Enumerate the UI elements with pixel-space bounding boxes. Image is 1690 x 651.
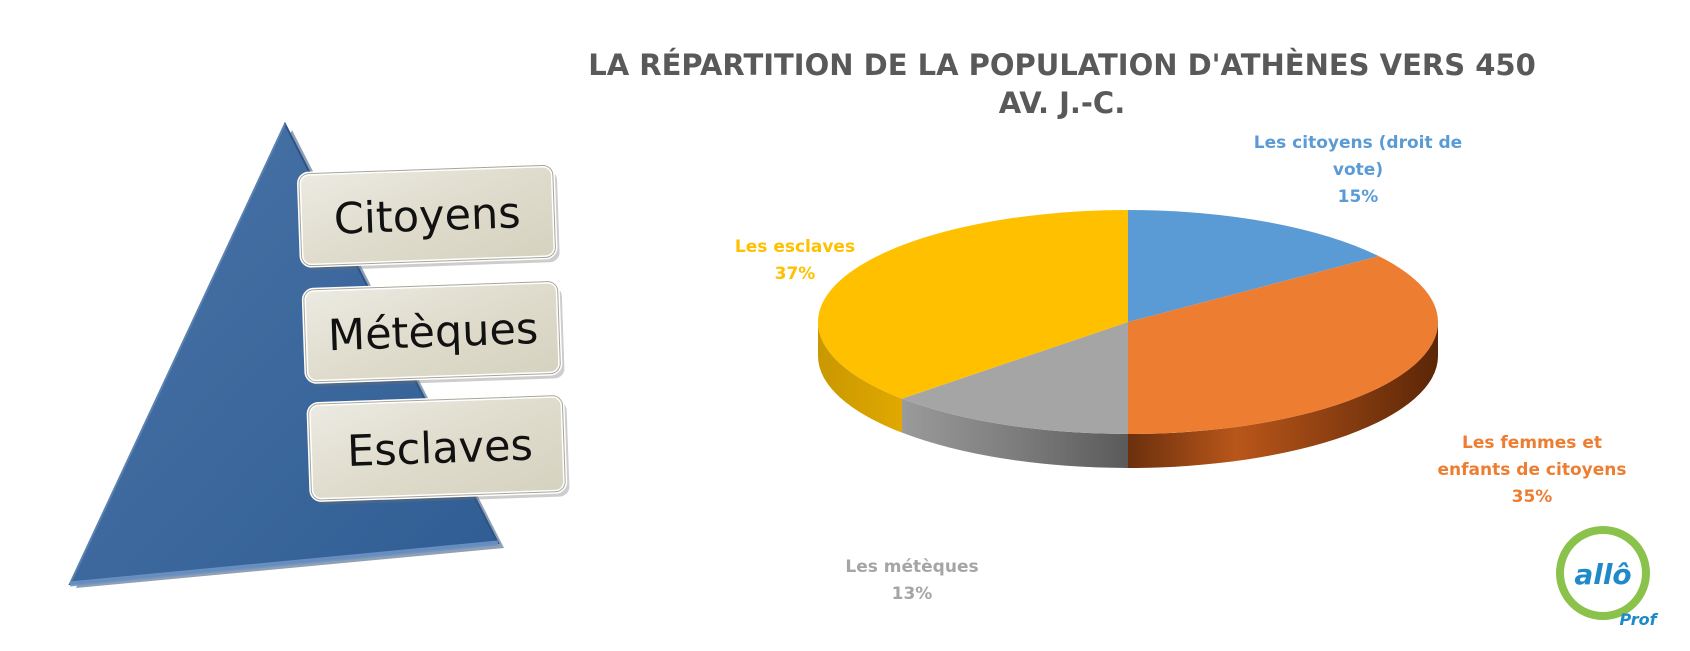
- chart-title-line-1: LA RÉPARTITION DE LA POPULATION D'ATHÈNE…: [588, 48, 1536, 82]
- pyramid-level-citoyens: Citoyens: [297, 163, 560, 271]
- pie-slice-les-citoyens-droit-de-vote: [1128, 210, 1379, 322]
- data-label-les-femmes-et-enfants-de-citoyens: Les femmes et enfants de citoyens 35%: [1438, 433, 1627, 507]
- pie-side-les-femmes-et-enfants-de-citoyens: [1128, 322, 1438, 468]
- data-label-les-citoyens-droit-de-vote: Les citoyens (droit de vote) 15%: [1254, 133, 1462, 207]
- pie-slice-les-meteques: [902, 322, 1128, 434]
- data-label-les-esclaves: Les esclaves 37%: [735, 237, 855, 284]
- pie-slice-les-femmes-et-enfants-de-citoyens: [1128, 256, 1438, 434]
- pie-side-les-meteques: [902, 398, 1128, 468]
- chart-title-line-2: AV. J.-C.: [999, 86, 1125, 120]
- pyramid-label-meteques: Métèques: [327, 304, 539, 361]
- pyramid-diagram: Citoyens Métèques Esclaves: [68, 121, 570, 588]
- pie-labels: Les citoyens (droit de vote) 15% Les femmes…: [735, 133, 1627, 604]
- pyramid-label-esclaves: Esclaves: [346, 421, 533, 477]
- logo-subtext: Prof: [1619, 610, 1658, 629]
- logo-ring: [1556, 526, 1650, 620]
- logo-text: allô: [1574, 558, 1631, 591]
- pie-side-les-esclaves: [818, 322, 903, 433]
- pyramid-label-citoyens: Citoyens: [333, 188, 521, 244]
- pie-sides: [818, 322, 1438, 468]
- allo-prof-logo: allô Prof: [1556, 526, 1659, 629]
- pie-chart: LA RÉPARTITION DE LA POPULATION D'ATHÈNE…: [588, 48, 1626, 604]
- pyramid-level-meteques: Métèques: [301, 279, 565, 387]
- pyramid-level-esclaves: Esclaves: [306, 393, 570, 505]
- data-label-les-meteques: Les métèques 13%: [845, 557, 978, 604]
- pie-slice-les-esclaves: [817, 210, 1128, 399]
- pie-tops: [817, 210, 1438, 434]
